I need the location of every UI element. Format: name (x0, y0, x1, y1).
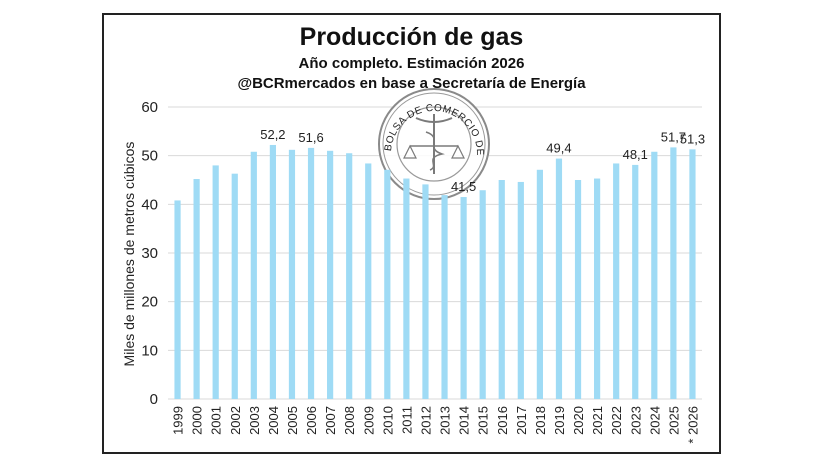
x-tick-label: 2018 (533, 406, 548, 435)
x-tick-label: 1999 (171, 406, 186, 435)
data-label: 48,1 (623, 147, 648, 162)
y-tick-label: 10 (141, 342, 158, 359)
x-tick-label: 2016 (495, 406, 510, 435)
x-tick-label: 2024 (647, 406, 662, 435)
x-tick-label: 2003 (247, 406, 262, 435)
bar (288, 149, 296, 399)
bar (689, 149, 696, 399)
bar (632, 164, 639, 399)
bar (670, 147, 677, 399)
y-tick-label: 20 (141, 294, 158, 311)
bar (594, 178, 601, 399)
bar (403, 178, 410, 399)
x-tick-label: 2021 (590, 406, 605, 435)
y-tick-label: 40 (141, 196, 158, 213)
y-tick-label: 60 (141, 99, 158, 116)
bar (327, 150, 334, 399)
bar (422, 184, 429, 399)
x-tick-label: 2002 (228, 406, 243, 435)
gridlines (168, 106, 702, 400)
bars (174, 144, 696, 399)
data-label: 41,5 (451, 179, 476, 194)
x-tick-label: 2017 (514, 406, 529, 435)
x-tick-label: 2011 (399, 406, 414, 434)
x-tick-label: 2019 (552, 406, 567, 435)
bar (212, 165, 219, 399)
x-tick-label: * 2026 (685, 406, 700, 444)
x-tick-label: 2008 (342, 406, 357, 435)
bar (555, 158, 563, 399)
x-tick-label: 2023 (628, 406, 643, 435)
x-axis-ticks: 1999 2000 2001 2002 2003 2004 2005 2006 2007 2008… (171, 406, 701, 444)
x-tick-label: 2015 (476, 406, 491, 435)
bar (174, 200, 181, 399)
chart-source: @BCRmercados en base a Secretaría de Ene… (237, 75, 586, 92)
x-tick-label: 2004 (266, 406, 281, 435)
bar (460, 197, 467, 399)
x-tick-label: 2014 (457, 406, 472, 435)
bar (517, 181, 524, 399)
bar (536, 169, 543, 399)
data-label: 51,6 (298, 130, 323, 145)
bar (269, 144, 276, 399)
y-tick-label: 50 (141, 148, 158, 165)
bar (651, 151, 658, 399)
x-tick-label: 2022 (609, 406, 624, 435)
x-tick-label: 2007 (323, 406, 338, 435)
data-label: 51,7 (661, 129, 686, 144)
bar (365, 163, 372, 399)
bar (613, 163, 620, 399)
data-label: 49,4 (546, 141, 571, 156)
y-tick-label: 0 (150, 391, 158, 408)
x-tick-label: 2001 (209, 406, 224, 435)
bar (231, 173, 238, 399)
x-tick-label: 2025 (666, 406, 681, 435)
bar (441, 195, 448, 399)
bar (250, 151, 257, 399)
x-tick-label: 2020 (571, 406, 586, 435)
x-tick-label: 2009 (361, 406, 376, 435)
bar (193, 179, 200, 399)
x-tick-label: 2012 (418, 406, 433, 435)
y-axis-label: Miles de millones de metros cúbicos (121, 142, 137, 367)
data-labels: 52,2 51,6 41,5 49,4 48,1 51,751,3 (260, 127, 705, 194)
chart-title: Producción de gas (299, 23, 524, 51)
y-tick-label: 30 (141, 245, 158, 262)
bar (384, 169, 391, 399)
seal-watermark-icon: BOLSA DE COMERCIO DE ROSARIO (0, 0, 490, 200)
bar (479, 190, 486, 399)
data-label: 52,2 (260, 127, 285, 142)
x-tick-label: 2013 (438, 406, 453, 435)
bar (498, 180, 505, 399)
x-tick-label: 2010 (380, 406, 395, 435)
bar (307, 147, 315, 399)
bar (346, 153, 353, 399)
bar (574, 180, 582, 399)
data-label: 51,3 (680, 131, 705, 146)
x-tick-label: 2005 (285, 406, 300, 435)
x-tick-label: 2006 (304, 406, 319, 435)
x-tick-label: 2000 (190, 406, 205, 435)
y-axis-ticks: 0 10 20 30 40 50 60 (141, 99, 158, 408)
chart-subtitle: Año completo. Estimación 2026 (298, 55, 525, 72)
